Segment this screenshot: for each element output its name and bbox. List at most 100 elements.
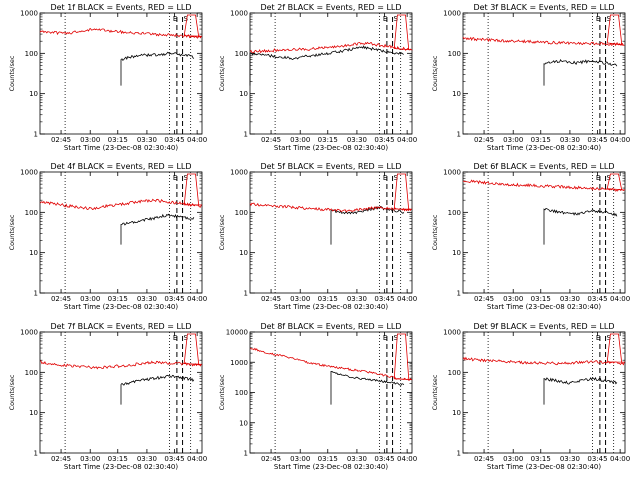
y-axis-label: Counts/sec: [431, 55, 439, 91]
series-line-events: [330, 371, 405, 405]
annotation-s: S: [184, 334, 189, 342]
x-tick-label: 02:45: [261, 455, 281, 463]
series-line-events: [543, 376, 618, 405]
x-tick-label: 02:45: [261, 136, 281, 144]
x-tick-label: 03:15: [531, 136, 551, 144]
y-tick-label: 100: [448, 369, 461, 377]
y-tick-label: 1000: [443, 329, 461, 337]
annotation-s: S: [184, 174, 189, 182]
plot-frame: [39, 331, 203, 454]
y-tick-label: 1000: [20, 329, 38, 337]
y-tick-label: 1: [244, 131, 248, 139]
x-tick-label: 04:00: [187, 136, 207, 144]
annotation-e: E: [596, 334, 600, 342]
series-line-events: [120, 51, 195, 86]
x-axis-label: Start Time (23-Dec-08 02:30:40): [64, 303, 178, 311]
panel-title: Det 6f BLACK = Events, RED = LLD: [473, 162, 614, 171]
panel-title: Det 8f BLACK = Events, RED = LLD: [260, 322, 401, 331]
y-axis-label: Counts/sec: [431, 214, 439, 250]
annotation-e: E: [596, 174, 600, 182]
x-tick-label: 03:30: [137, 455, 157, 463]
y-tick-label: 100: [25, 209, 38, 217]
series-line-lld: [462, 333, 625, 366]
y-axis-label: Counts/sec: [8, 214, 16, 250]
panel-title: Det 9f BLACK = Events, RED = LLD: [473, 322, 614, 331]
annotation-e: E: [383, 334, 387, 342]
y-tick-label: 1000: [443, 10, 461, 18]
x-tick-label: 03:00: [290, 136, 310, 144]
panel-title: Det 3f BLACK = Events, RED = LLD: [473, 3, 614, 12]
y-tick-label: 100: [25, 369, 38, 377]
series-line-events: [120, 374, 195, 405]
panel-title: Det 7f BLACK = Events, RED = LLD: [50, 322, 191, 331]
x-tick-label: 02:45: [474, 295, 494, 303]
x-tick-label: 04:00: [610, 136, 630, 144]
x-axis-label: Start Time (23-Dec-08 02:30:40): [274, 144, 388, 152]
x-tick-label: 03:15: [318, 455, 338, 463]
panel-9: Det 9f BLACK = Events, RED = LLD 1 10 100 10…: [431, 322, 630, 471]
x-tick-label: 03:45: [587, 295, 607, 303]
x-tick-label: 03:45: [587, 136, 607, 144]
x-tick-label: 02:45: [474, 455, 494, 463]
x-tick-label: 02:45: [51, 295, 71, 303]
x-tick-label: 03:15: [108, 136, 128, 144]
y-tick-label: 1000: [230, 359, 248, 367]
y-tick-label: 1000: [230, 169, 248, 177]
x-tick-label: 03:45: [374, 136, 394, 144]
x-tick-label: 03:15: [318, 136, 338, 144]
x-tick-label: 03:45: [374, 295, 394, 303]
y-tick-label: 10: [29, 90, 38, 98]
y-tick-label: 10: [239, 249, 248, 257]
y-tick-label: 10000: [226, 329, 248, 337]
y-tick-label: 100: [235, 209, 248, 217]
series-line-lld: [39, 333, 203, 370]
x-axis-label: Start Time (23-Dec-08 02:30:40): [487, 463, 601, 471]
annotation-e: E: [383, 15, 387, 23]
x-tick-label: 03:00: [80, 455, 100, 463]
plot-frame: [462, 331, 626, 454]
panel-4: Det 4f BLACK = Events, RED = LLD 1 10 100 10…: [8, 162, 207, 311]
y-tick-label: 100: [448, 209, 461, 217]
series-line-lld: [39, 14, 203, 39]
annotation-s: S: [607, 174, 612, 182]
panel-8: Det 8f BLACK = Events, RED = LLD 1 10 100 10…: [218, 322, 417, 471]
plot-frame: [39, 12, 203, 135]
y-tick-label: 1: [34, 450, 38, 458]
x-axis-label: Start Time (23-Dec-08 02:30:40): [274, 463, 388, 471]
annotation-s: S: [607, 15, 612, 23]
y-tick-label: 100: [448, 50, 461, 58]
series-line-events: [543, 58, 618, 86]
y-axis-label: Counts/sec: [218, 55, 226, 91]
x-tick-label: 03:45: [164, 295, 184, 303]
x-tick-label: 03:15: [318, 295, 338, 303]
x-tick-label: 03:30: [347, 455, 367, 463]
annotation-s: S: [394, 174, 399, 182]
x-tick-label: 03:30: [347, 136, 367, 144]
y-tick-label: 1: [457, 290, 461, 298]
y-tick-label: 1000: [20, 10, 38, 18]
annotation-e: E: [173, 334, 177, 342]
x-tick-label: 04:00: [397, 295, 417, 303]
series-line-lld: [462, 14, 625, 47]
series-line-lld: [249, 173, 413, 213]
y-axis-label: Counts/sec: [218, 214, 226, 250]
plot-frame: [462, 171, 626, 294]
y-tick-label: 10: [239, 90, 248, 98]
x-tick-label: 03:15: [108, 455, 128, 463]
y-tick-label: 1: [244, 450, 248, 458]
y-tick-label: 100: [25, 50, 38, 58]
x-tick-label: 03:30: [137, 136, 157, 144]
y-tick-label: 1: [457, 131, 461, 139]
panel-2: Det 2f BLACK = Events, RED = LLD 1 10 100 10…: [218, 3, 417, 152]
y-tick-label: 10: [239, 419, 248, 427]
series-line-events: [249, 45, 404, 86]
y-tick-label: 100: [235, 50, 248, 58]
x-tick-label: 03:00: [290, 295, 310, 303]
x-tick-label: 03:45: [164, 455, 184, 463]
x-tick-label: 03:30: [560, 455, 580, 463]
y-tick-label: 10: [452, 249, 461, 257]
x-tick-label: 04:00: [610, 455, 630, 463]
y-tick-label: 10: [29, 249, 38, 257]
panel-5: Det 5f BLACK = Events, RED = LLD 1 10 100 10…: [218, 162, 417, 311]
